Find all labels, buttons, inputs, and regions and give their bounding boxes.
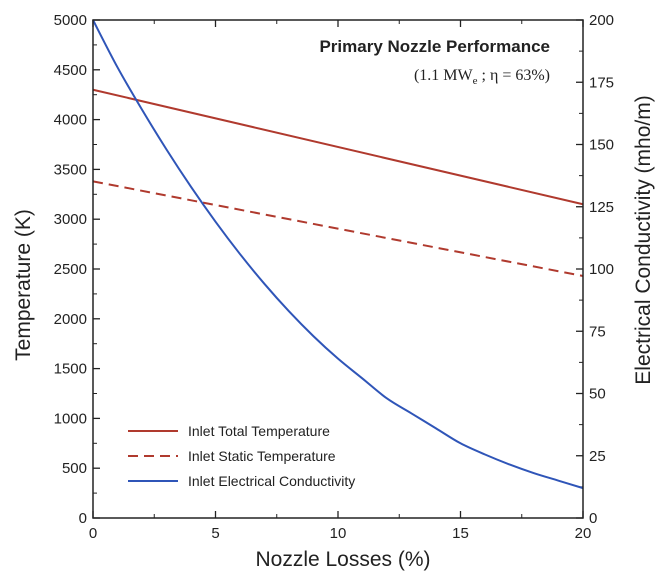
series-layer (92, 19, 584, 490)
y2-axis-title: Electrical Conductivity (mho/m) (632, 95, 655, 384)
ticks-layer: 0500100015002000250030003500400045005000… (54, 12, 614, 542)
y-axis-title: Temperature (K) (12, 209, 35, 361)
series-line-2 (92, 19, 584, 490)
y-tick-label: 3500 (54, 161, 87, 178)
y2-tick-label: 125 (589, 199, 614, 216)
series-line-1 (92, 180, 584, 277)
y-tick-label: 2000 (54, 311, 87, 328)
y-tick-label: 2500 (54, 261, 87, 278)
x-axis-title: Nozzle Losses (%) (255, 548, 430, 571)
y2-tick-label: 200 (589, 12, 614, 29)
y2-tick-label: 100 (589, 261, 614, 278)
legend-label-1: Inlet Static Temperature (188, 448, 336, 464)
chart-subtitle-main: (1.1 MW (414, 67, 474, 84)
y2-tick-label: 150 (589, 137, 614, 154)
series-line-0 (92, 88, 584, 206)
plot-frame (92, 19, 584, 519)
chart-title: Primary Nozzle Performance (319, 37, 550, 56)
chart-subtitle: (1.1 MWe ; η = 63%) (414, 67, 550, 87)
y2-tick-label: 50 (589, 386, 606, 403)
y-tick-label: 1000 (54, 410, 87, 427)
legend-label-2: Inlet Electrical Conductivity (188, 473, 355, 489)
x-tick-label: 20 (575, 525, 592, 542)
y2-tick-label: 0 (589, 510, 597, 527)
y-tick-label: 500 (62, 460, 87, 477)
y-tick-label: 4000 (54, 112, 87, 129)
y2-tick-label: 175 (589, 74, 614, 91)
y2-tick-label: 25 (589, 448, 606, 465)
legend-label-0: Inlet Total Temperature (188, 423, 330, 439)
chart-subtitle-tail: ; η = 63%) (482, 67, 551, 84)
y-tick-label: 5000 (54, 12, 87, 29)
x-tick-label: 15 (452, 525, 469, 542)
x-tick-label: 0 (89, 525, 97, 542)
chart-subtitle-sub: e (473, 75, 478, 87)
y-tick-label: 0 (79, 510, 87, 527)
x-tick-label: 5 (211, 525, 219, 542)
y-tick-label: 4500 (54, 62, 87, 79)
y-tick-label: 1500 (54, 361, 87, 378)
x-tick-label: 10 (330, 525, 347, 542)
y-tick-label: 3000 (54, 211, 87, 228)
y2-tick-label: 75 (589, 323, 606, 340)
legend: Inlet Total Temperature Inlet Static Temp… (128, 423, 355, 489)
